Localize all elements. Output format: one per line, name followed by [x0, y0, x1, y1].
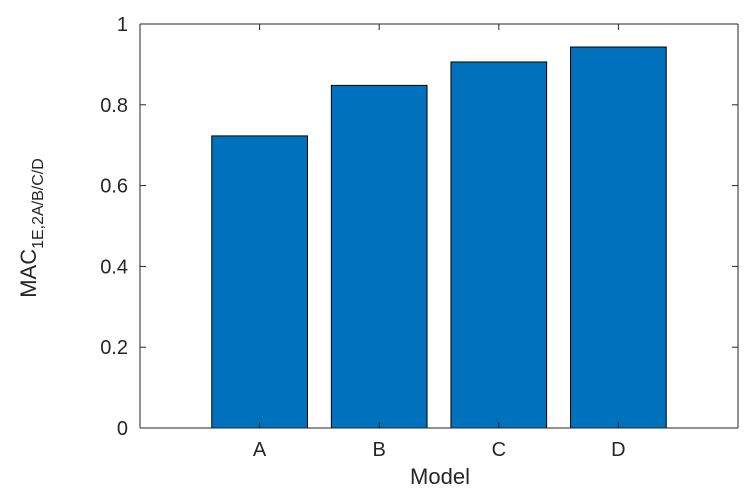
y-axis-label-main: MAC — [16, 249, 41, 298]
y-tick-label: 0.6 — [100, 176, 128, 198]
y-tick-label: 1 — [117, 14, 128, 36]
y-axis-label-subscript: 1E,2A/B/C/D — [30, 158, 47, 249]
y-tick-label: 0.2 — [100, 337, 128, 359]
y-axis-label: MAC1E,2A/B/C/D — [16, 158, 47, 298]
y-ticks-group: 0 0.2 0.4 0.6 0.8 1 — [100, 14, 738, 440]
bar-c — [450, 61, 548, 429]
bar-a — [211, 135, 308, 429]
x-tick-label: C — [492, 439, 506, 461]
x-tick-label: A — [253, 439, 267, 461]
x-tick-label: B — [373, 439, 386, 461]
bar-b — [330, 84, 428, 429]
x-axis-label: Model — [410, 464, 470, 489]
axes-group — [139, 23, 739, 429]
y-tick-label: 0 — [117, 418, 128, 440]
y-tick-label: 0.8 — [100, 95, 128, 117]
y-tick-label: 0.4 — [100, 256, 128, 278]
x-tick-label: D — [611, 439, 625, 461]
bar-d — [570, 46, 667, 429]
x-ticks-group: A B C D — [253, 24, 626, 461]
bars-group — [211, 46, 667, 429]
